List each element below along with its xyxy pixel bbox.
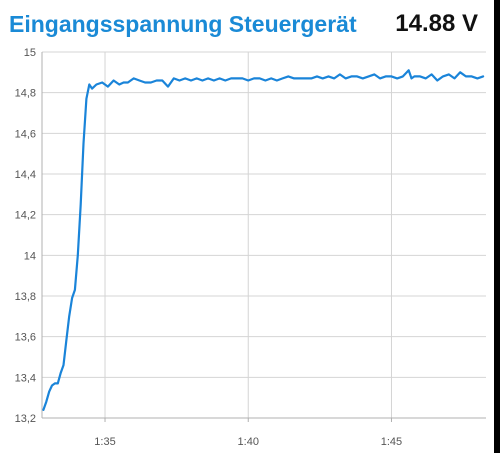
x-tick-label: 1:45 — [381, 436, 402, 448]
y-tick-label: 14,8 — [15, 88, 36, 100]
voltage-line-chart: 15 14,8 14,6 14,4 14,2 14 13,8 13,6 13,4 13,2 1:3… — [15, 47, 486, 448]
y-tick-label: 13,6 — [15, 332, 36, 344]
y-tick-label: 13,8 — [15, 291, 36, 303]
y-tick-label: 14,2 — [15, 210, 36, 222]
x-tick-label: 1:35 — [94, 436, 115, 448]
x-tick-label: 1:40 — [238, 436, 259, 448]
series-layer — [42, 69, 485, 411]
current-voltage-readout: 14.88 V — [395, 10, 478, 37]
x-axis-ticks: 1:35 1:40 1:45 — [94, 418, 402, 448]
axes — [41, 52, 486, 419]
chart-title: Eingangsspannung Steuergerät — [9, 11, 357, 37]
y-tick-label: 14,6 — [15, 128, 36, 140]
y-tick-label: 14 — [24, 250, 36, 262]
card-header: Eingangsspannung Steuergerät 14.88 V — [0, 0, 494, 42]
y-axis-ticks: 15 14,8 14,6 14,4 14,2 14 13,8 13,6 13,4 13,2 — [15, 47, 36, 425]
y-tick-label: 13,4 — [15, 372, 36, 384]
voltage-series-line — [42, 69, 485, 411]
grid — [42, 51, 486, 419]
y-tick-label: 13,2 — [15, 413, 36, 425]
y-tick-label: 15 — [24, 47, 36, 59]
y-tick-label: 14,4 — [15, 169, 36, 181]
